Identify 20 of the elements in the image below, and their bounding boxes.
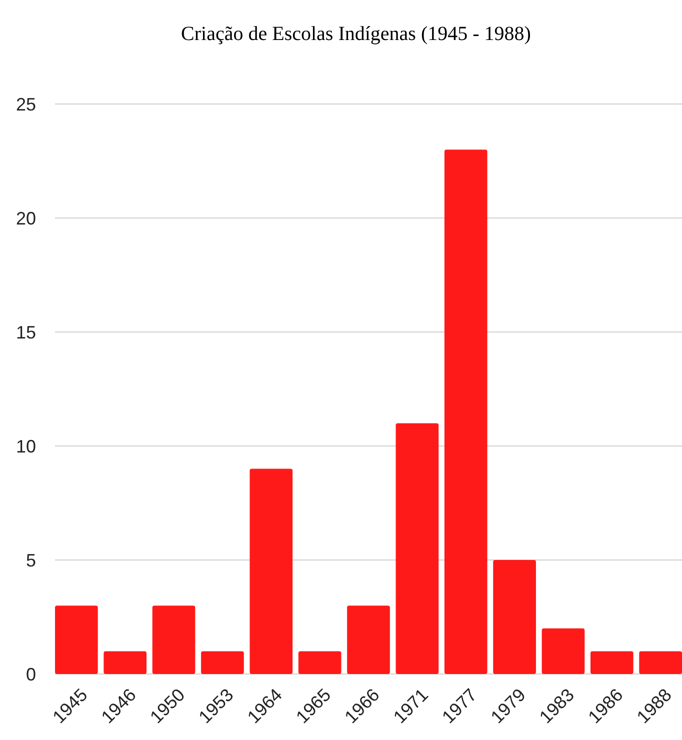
bar [201, 651, 244, 674]
bar [590, 651, 634, 674]
bar [347, 606, 390, 674]
bar [542, 628, 585, 674]
y-tick-label: 25 [16, 94, 36, 114]
bar [396, 423, 439, 674]
bar [444, 150, 488, 674]
bar [104, 651, 147, 674]
bar [639, 651, 682, 674]
chart-title: Criação de Escolas Indígenas (1945 - 1988) [181, 23, 531, 45]
bar [55, 606, 98, 674]
y-tick-label: 0 [26, 664, 36, 684]
y-tick-label: 15 [16, 322, 36, 342]
y-tick-label: 20 [16, 208, 36, 228]
bar [298, 651, 342, 674]
bar [493, 560, 536, 674]
y-tick-label: 10 [16, 436, 36, 456]
bar [152, 606, 196, 674]
y-tick-label: 5 [26, 550, 36, 570]
bar [250, 468, 293, 674]
